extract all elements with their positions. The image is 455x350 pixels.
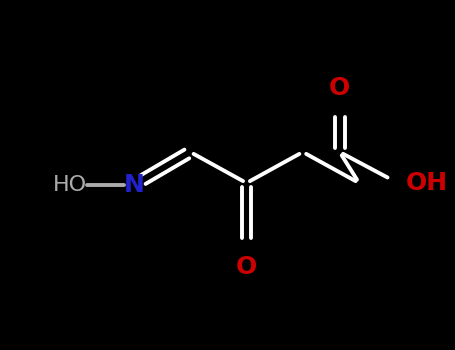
Text: OH: OH (406, 171, 448, 195)
Text: O: O (329, 76, 350, 100)
Text: O: O (236, 255, 257, 279)
Text: N: N (123, 173, 144, 197)
Text: HO: HO (53, 175, 87, 195)
